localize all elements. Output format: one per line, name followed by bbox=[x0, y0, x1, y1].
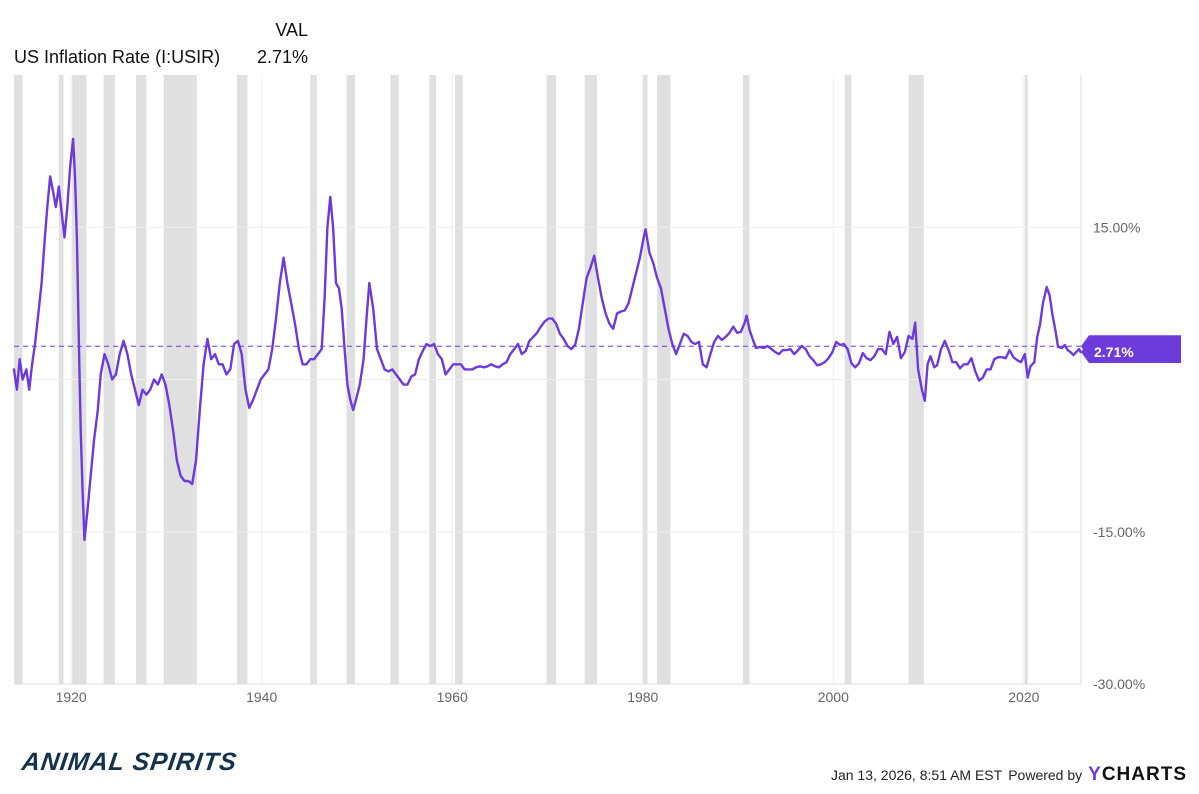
column-header-val: VAL bbox=[275, 20, 308, 40]
animal-spirits-logo: ANIMAL SPIRITS bbox=[20, 748, 239, 776]
x-tick-label: 1960 bbox=[437, 689, 468, 705]
series-value: 2.71% bbox=[256, 47, 308, 67]
x-tick-label: 1920 bbox=[56, 689, 87, 705]
value-flags: 3.27% AVG2.71% bbox=[1081, 335, 1181, 363]
timestamp: Jan 13, 2026, 8:51 AM EST bbox=[830, 767, 1003, 783]
axes: 1920 1940 1960 1980 2000 2020 15.00% -15.00% -30… bbox=[14, 75, 1145, 705]
x-tick-label: 1940 bbox=[246, 689, 277, 705]
y-tick-label: 15.00% bbox=[1093, 219, 1140, 235]
last-value-flag-label: 2.71% bbox=[1094, 344, 1134, 360]
x-tick-label: 2020 bbox=[1008, 689, 1039, 705]
series-layer bbox=[12, 137, 1082, 542]
x-tick-label: 2000 bbox=[818, 689, 849, 705]
series-label[interactable]: US Inflation Rate (I:USIR) bbox=[14, 47, 221, 67]
x-tick-label: 1980 bbox=[627, 689, 658, 705]
footer-attribution: Jan 13, 2026, 8:51 AM EST Powered by YCH… bbox=[831, 764, 1187, 786]
chart-header: VAL US Inflation Rate (I:USIR) 2.71% bbox=[0, 0, 400, 80]
y-tick-label: -15.00% bbox=[1093, 524, 1145, 540]
last-value-flag-shape bbox=[1081, 340, 1181, 363]
y-tick-label: -30.00% bbox=[1093, 676, 1145, 692]
powered-by-text: Powered by bbox=[1008, 767, 1083, 783]
inflation-series-line bbox=[12, 137, 1082, 542]
ycharts-logo[interactable]: YCHARTS bbox=[1088, 764, 1187, 785]
grid-lines bbox=[14, 75, 1081, 684]
